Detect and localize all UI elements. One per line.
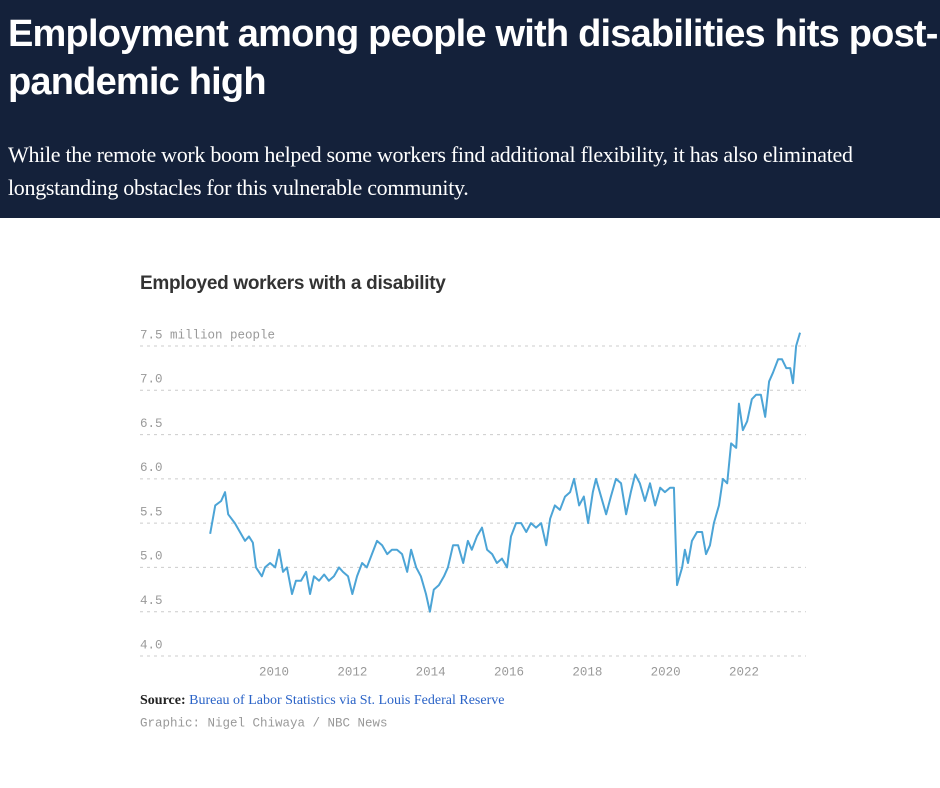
chart: Employed workers with a disability Sourc… <box>140 273 806 730</box>
source-line: Source: Bureau of Labor Statistics via S… <box>140 693 504 708</box>
credit: Graphic: Nigel Chiwaya / NBC News <box>140 716 388 730</box>
y-tick-label: 5.5 <box>140 505 163 519</box>
y-tick-label: 5.0 <box>140 550 163 564</box>
y-tick-label: 6.0 <box>140 461 163 475</box>
headline: Employment among people with disabilitie… <box>8 13 938 103</box>
data-line <box>209 332 801 613</box>
source-link[interactable]: Bureau of Labor Statistics via St. Louis… <box>189 693 504 708</box>
y-tick-label: 7.0 <box>140 373 163 387</box>
x-tick-label: 2022 <box>729 665 759 679</box>
x-tick-label: 2020 <box>651 665 681 679</box>
x-tick-label: 2016 <box>494 665 524 679</box>
source-label: Source: <box>140 693 186 708</box>
y-tick-label: 6.5 <box>140 417 163 431</box>
dek: While the remote work boom helped some w… <box>8 142 853 200</box>
y-tick-label: 4.5 <box>140 594 163 608</box>
chart-title: Employed workers with a disability <box>140 273 446 294</box>
y-tick-label: 4.0 <box>140 638 163 652</box>
x-tick-label: 2014 <box>416 665 446 679</box>
x-tick-label: 2018 <box>572 665 602 679</box>
x-tick-label: 2012 <box>337 665 367 679</box>
x-tick-label: 2010 <box>259 665 289 679</box>
y-tick-label: 7.5 million people <box>140 328 275 342</box>
header-band: Employment among people with disabilitie… <box>0 0 940 218</box>
